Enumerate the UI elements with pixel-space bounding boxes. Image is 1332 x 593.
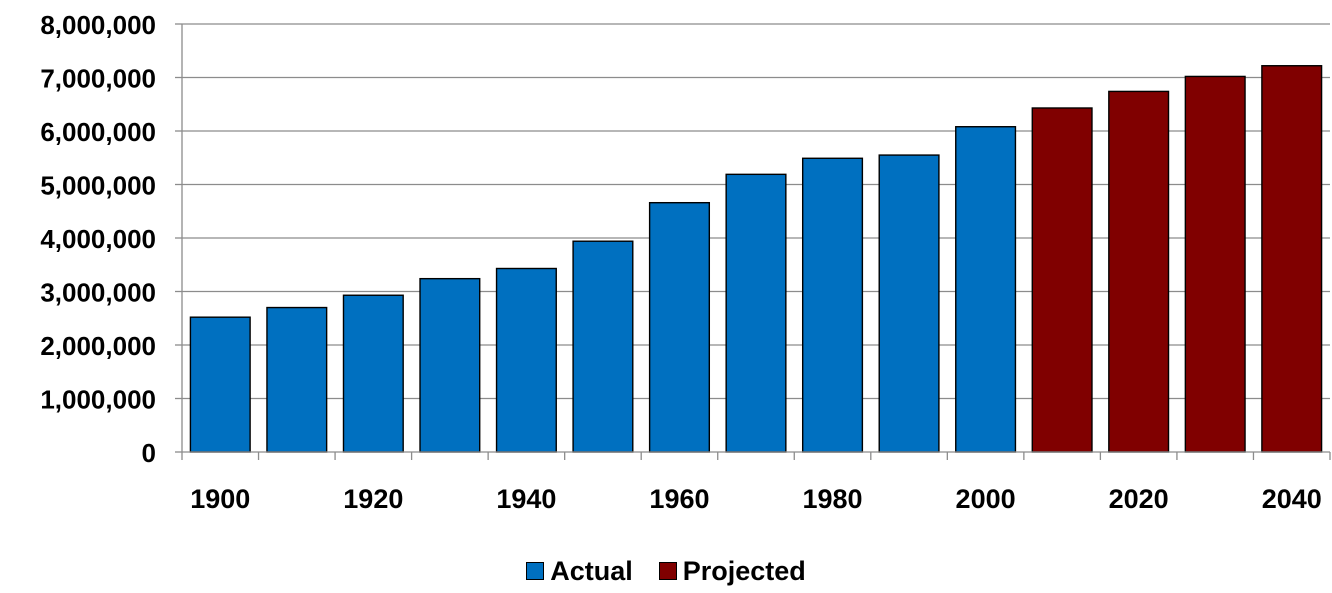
legend-label-projected: Projected	[682, 555, 806, 586]
bar-actual-1990	[878, 154, 940, 453]
y-tick-label: 2,000,000	[40, 331, 156, 361]
bar-actual-1970	[725, 173, 787, 453]
bar-actual-1950	[572, 240, 634, 453]
bar-projected-2030	[1184, 75, 1246, 453]
y-tick-label: 1,000,000	[40, 385, 156, 415]
x-tick-label: 1940	[496, 484, 556, 514]
bar-actual-1910	[266, 306, 328, 453]
bar-actual-1980	[801, 157, 864, 453]
bar-actual-1940	[495, 267, 557, 453]
x-tick-label: 2000	[956, 484, 1016, 514]
y-tick-label: 7,000,000	[40, 64, 156, 94]
x-tick-label: 1900	[190, 484, 250, 514]
x-tick-label: 1960	[649, 484, 709, 514]
legend: Actual Projected	[0, 556, 1332, 586]
bar-actual-1900	[189, 316, 251, 453]
y-tick-label: 8,000,000	[40, 10, 156, 40]
legend-item-actual: Actual	[526, 556, 633, 587]
x-tick-label: 2020	[1109, 484, 1169, 514]
bar-actual-2000	[955, 126, 1017, 453]
x-tick-label: 1980	[802, 484, 862, 514]
bar-actual-1960	[648, 201, 711, 453]
legend-item-projected: Projected	[658, 555, 806, 587]
legend-swatch-actual	[526, 562, 545, 580]
bar-actual-1930	[419, 277, 481, 453]
y-tick-label: 3,000,000	[40, 278, 156, 308]
x-tick-label: 1920	[343, 484, 403, 514]
legend-swatch-projected	[658, 562, 677, 580]
y-tick-label: 5,000,000	[40, 171, 156, 201]
y-tick-label: 4,000,000	[40, 224, 156, 254]
bars	[189, 65, 1323, 453]
bar-projected-2010	[1031, 107, 1093, 453]
axes	[175, 23, 1331, 460]
y-tick-labels: 0 1,000,000 2,000,000 3,000,000 4,000,000 5,0…	[40, 10, 156, 468]
bar-actual-1920	[342, 294, 404, 453]
x-tick-labels: 1900 1920 1940 1960 1980 2000 2020 2040	[190, 484, 1322, 514]
x-tick-label: 2040	[1262, 484, 1322, 514]
bar-projected-2020	[1108, 90, 1170, 453]
y-tick-label: 6,000,000	[40, 117, 156, 147]
legend-label-actual: Actual	[550, 555, 633, 586]
y-tick-label: 0	[142, 438, 156, 468]
bar-projected-2040	[1261, 65, 1323, 453]
